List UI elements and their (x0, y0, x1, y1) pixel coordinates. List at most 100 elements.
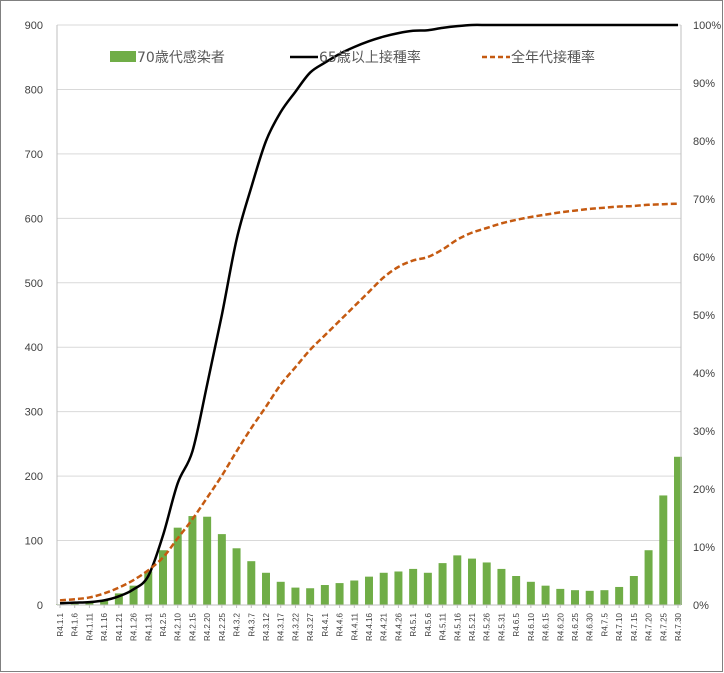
bar (247, 561, 256, 605)
x-tick-label: R4.2.20 (203, 612, 212, 641)
axes: 0 100 200 300 400 500 600 700 800 900 0% 10% 20% 30% 4… (25, 20, 722, 641)
x-tick-label: R4.6.20 (556, 612, 565, 641)
y-right-tick-label: 60% (693, 252, 715, 264)
x-tick-label: R4.1.21 (115, 612, 124, 641)
y-left-tick-label: 800 (25, 84, 43, 96)
bar (453, 555, 462, 605)
x-tick-label: R4.7.15 (630, 612, 639, 641)
bar (100, 599, 109, 605)
bar (232, 548, 241, 605)
bar (129, 585, 138, 605)
y-right-tick-label: 0% (693, 600, 709, 612)
x-tick-label: R4.5.1 (409, 612, 418, 636)
x-tick-label: R4.2.25 (218, 612, 227, 641)
bar (365, 576, 373, 605)
x-tick-label: R4.1.16 (100, 612, 109, 641)
bar (541, 585, 550, 605)
x-tick-label: R4.4.21 (380, 612, 389, 641)
y-left-tick-label: 700 (25, 149, 43, 161)
x-tick-label: R4.5.26 (483, 612, 492, 641)
legend-70s-infected: 70歳代感染者 (110, 49, 225, 66)
bar (629, 576, 638, 605)
bar (306, 588, 315, 605)
bar (409, 568, 418, 605)
bar (350, 580, 359, 605)
y-right-tick-label: 100% (693, 20, 721, 32)
y-left-tick-label: 100 (25, 536, 43, 548)
bars-70s-infected (56, 456, 682, 605)
x-tick-label: R4.3.17 (277, 612, 286, 641)
bar (497, 568, 506, 605)
y-right-tick-label: 10% (693, 542, 715, 554)
x-tick-label: R4.1.6 (71, 612, 80, 636)
bar (217, 534, 226, 605)
bar (644, 550, 653, 605)
x-tick-label: R4.5.6 (424, 612, 433, 636)
bar (438, 563, 447, 605)
bar (571, 590, 579, 605)
bar (262, 572, 270, 605)
bar (159, 550, 167, 605)
bar (144, 571, 153, 605)
x-tick-label: R4.3.12 (262, 612, 271, 641)
bar (659, 495, 668, 605)
x-tick-label: R4.6.15 (542, 612, 551, 641)
bar (556, 588, 565, 605)
bar (70, 603, 79, 605)
y-right-tick-label: 90% (693, 78, 715, 90)
x-tick-label: R4.4.1 (321, 612, 330, 636)
x-tick-label: R4.2.5 (159, 612, 168, 636)
legend: 70歳代感染者 65歳以上接種率 全年代接種率 (110, 49, 595, 66)
x-tick-label: R4.1.11 (85, 612, 94, 640)
legend-all-ages-vaccination: 全年代接種率 (482, 49, 595, 66)
bar (526, 581, 535, 605)
y-left-tick-label: 900 (25, 20, 43, 32)
bar (600, 590, 609, 605)
bar (85, 602, 94, 605)
line-65plus-vaccination (59, 23, 678, 605)
x-tick-label: R4.4.26 (394, 612, 403, 641)
bar (276, 581, 285, 605)
x-tick-label: R4.3.2 (233, 612, 242, 636)
y-left-tick-label: 500 (25, 278, 43, 290)
y-right-tick-label: 20% (693, 484, 715, 496)
y-left-tick-label: 200 (25, 471, 43, 483)
y-right-tick-label: 40% (693, 368, 715, 380)
x-tick-label: R4.6.30 (586, 612, 595, 641)
x-tick-label: R4.5.21 (468, 612, 477, 641)
bar (468, 558, 476, 605)
legend-swatch-bar (110, 51, 136, 62)
x-tick-label: R4.3.22 (291, 612, 300, 641)
x-tick-label: R4.3.7 (247, 612, 256, 636)
x-tick-label: R4.6.5 (512, 612, 521, 636)
bar (173, 527, 182, 605)
x-tick-label: R4.7.10 (615, 612, 624, 641)
legend-label: 65歳以上接種率 (319, 49, 421, 66)
x-tick-label: R4.7.20 (645, 612, 654, 641)
x-tick-label: R4.2.15 (188, 612, 197, 641)
x-tick-label: R4.3.27 (306, 612, 315, 641)
y-left-tick-label: 300 (25, 407, 43, 419)
bar (203, 516, 212, 605)
legend-65plus-vaccination: 65歳以上接種率 (290, 49, 421, 66)
y-right-tick-label: 70% (693, 194, 715, 206)
x-tick-label: R4.7.30 (674, 612, 683, 641)
bar (482, 562, 491, 605)
bar (379, 572, 388, 605)
bar (114, 593, 123, 605)
y-left-tick-label: 0 (37, 600, 43, 612)
x-tick-label: R4.5.31 (497, 612, 506, 641)
bar (423, 572, 432, 605)
y-right-tick-label: 80% (693, 136, 715, 148)
x-tick-label: R4.7.5 (600, 612, 609, 636)
y-right-tick-label: 30% (693, 426, 715, 438)
bar (512, 576, 521, 605)
x-tick-label: R4.5.16 (453, 612, 462, 641)
x-tick-label: R4.2.10 (174, 612, 183, 641)
bar (335, 583, 344, 605)
bar (291, 587, 300, 605)
y-left-tick-label: 400 (25, 342, 43, 354)
